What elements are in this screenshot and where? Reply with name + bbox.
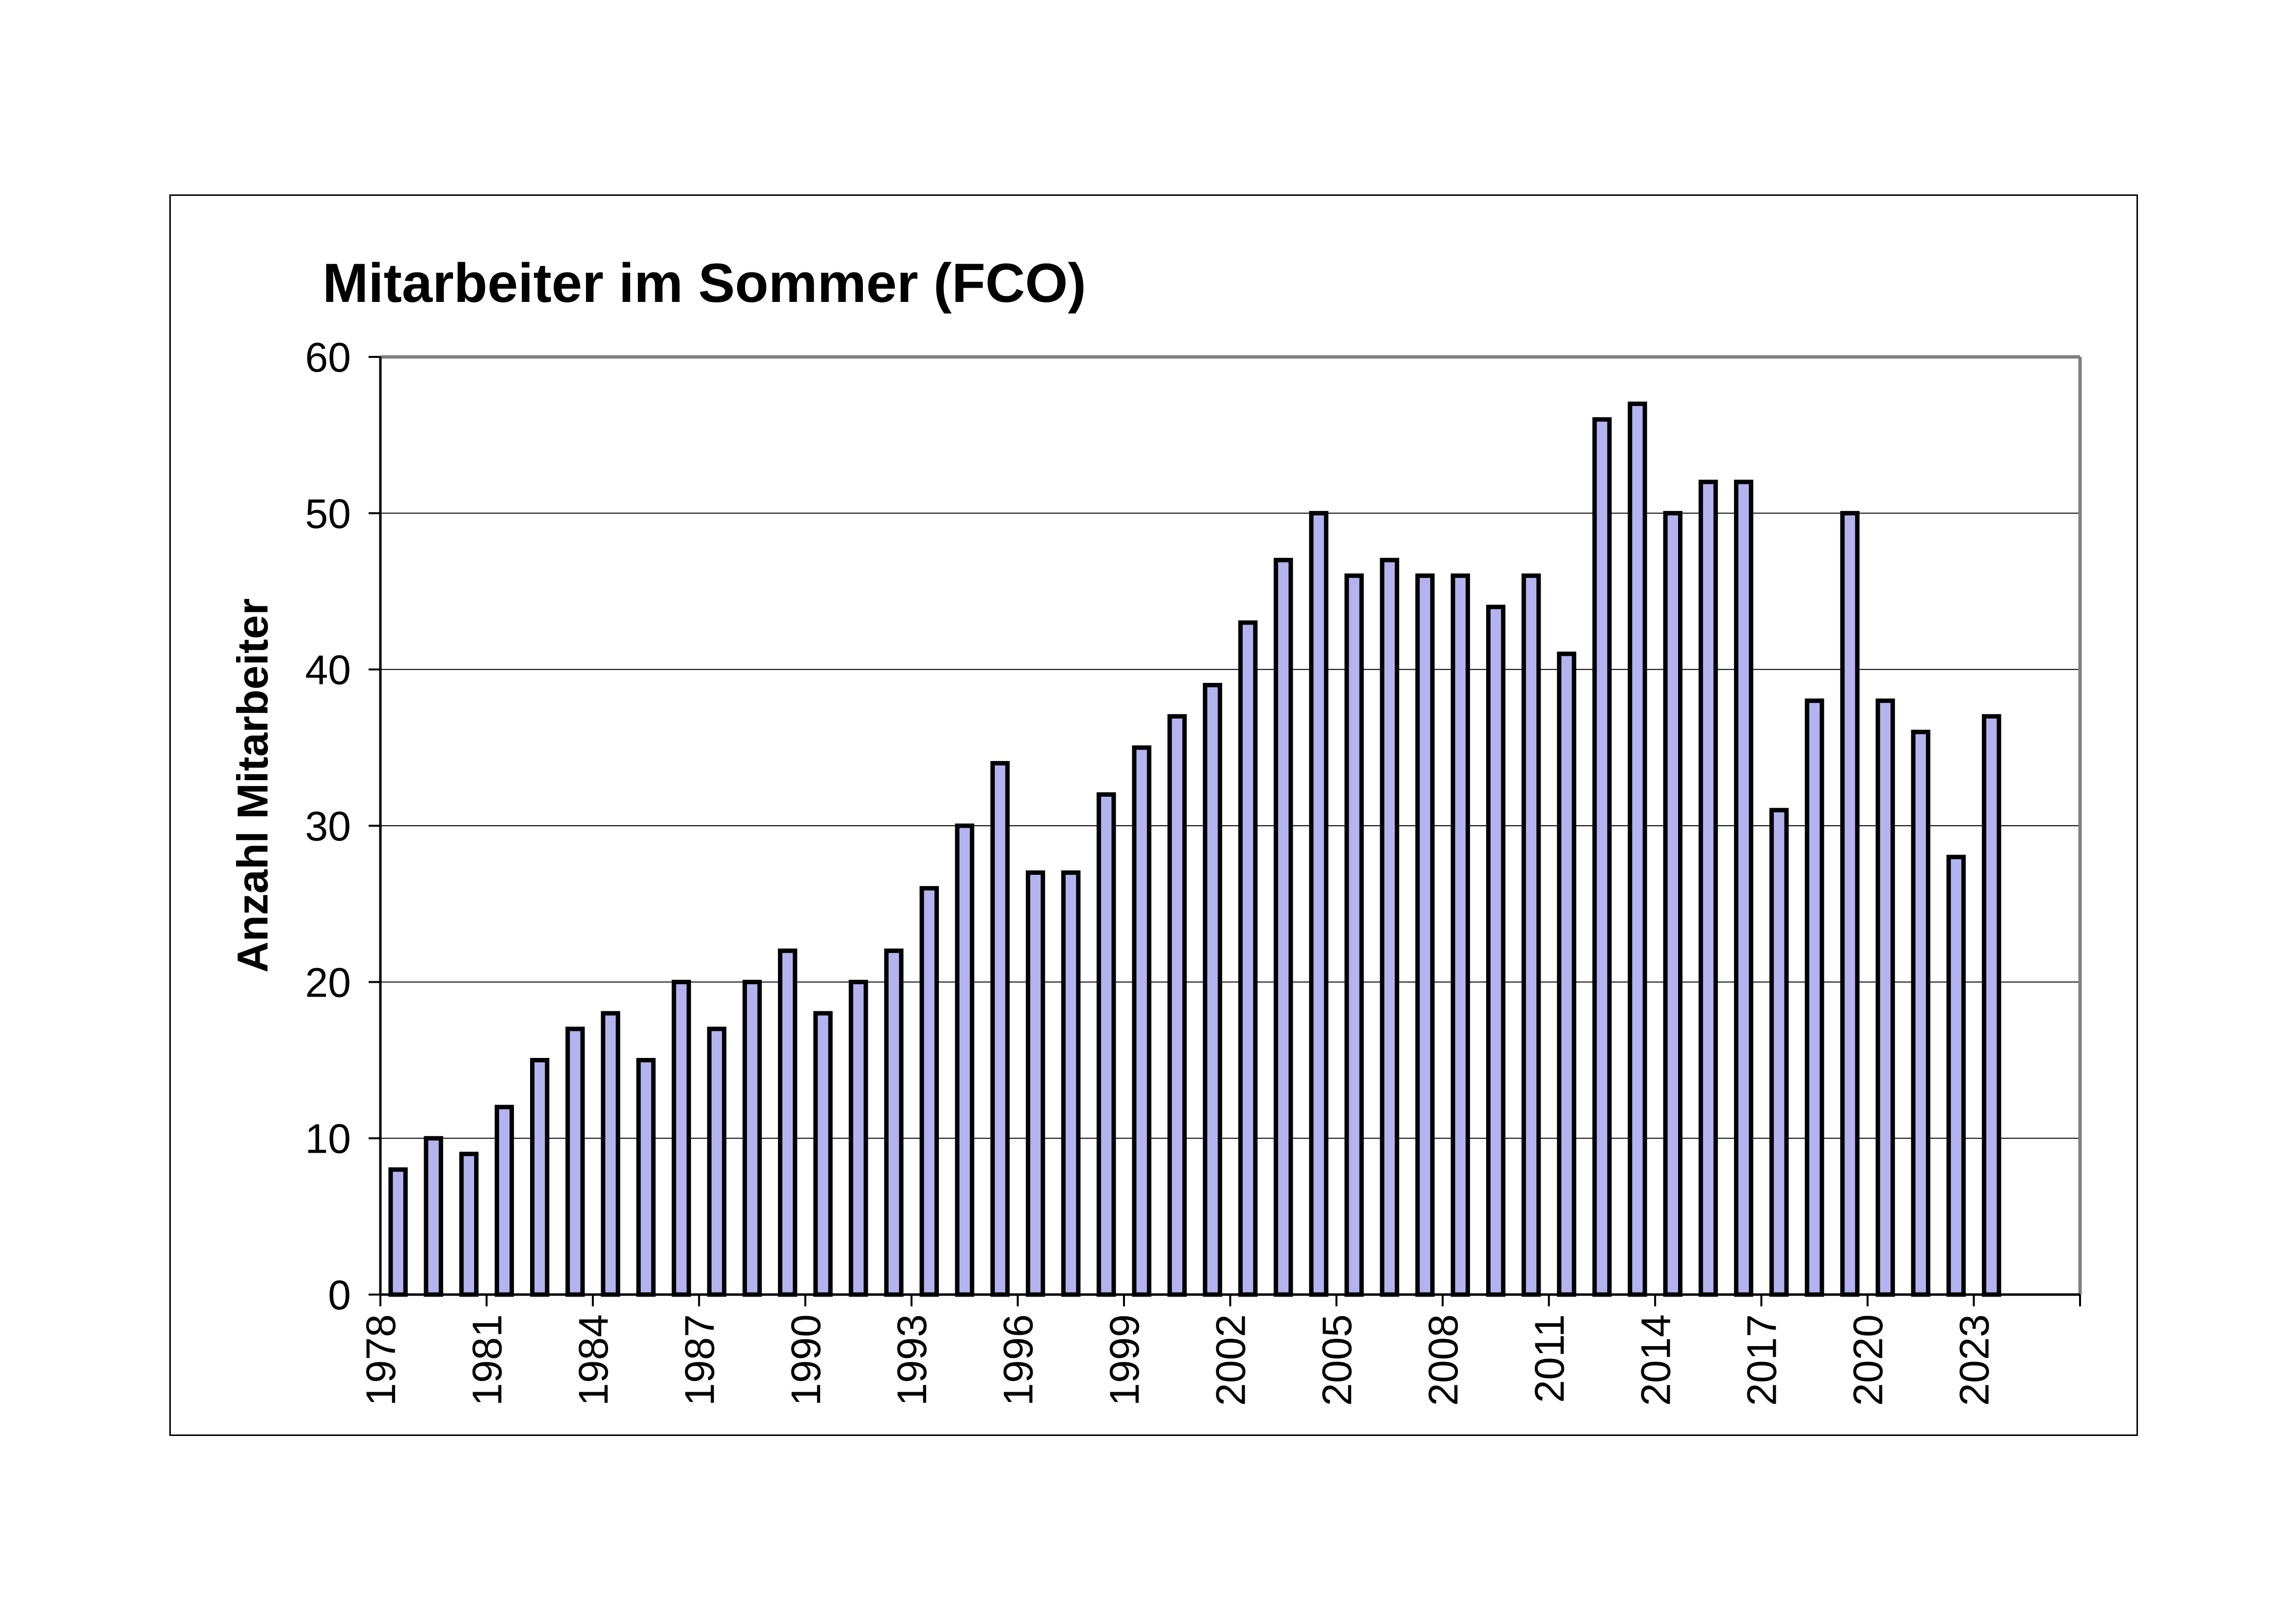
x-tick-label: 1999 <box>1101 1314 1148 1406</box>
axes <box>369 355 2082 1306</box>
x-tick-label: 1990 <box>783 1314 829 1406</box>
bar-2002 <box>1238 620 1258 1297</box>
x-tick-label: 1987 <box>676 1314 722 1406</box>
bar-2004 <box>1309 511 1329 1297</box>
bars <box>388 402 2002 1297</box>
y-tick-label: 30 <box>305 803 351 849</box>
bar-1978 <box>388 1167 408 1297</box>
bar-1980 <box>459 1152 479 1297</box>
y-tick-label: 60 <box>305 334 351 380</box>
bar-2006 <box>1380 558 1399 1297</box>
bar-1988 <box>742 979 762 1297</box>
bar-2003 <box>1274 558 1293 1297</box>
x-tick-labels: 1978 1981 1984 1987 1990 1993 1996 1999 2002 2005… <box>358 1314 1998 1406</box>
x-tick-label: 1981 <box>464 1314 510 1406</box>
x-tick-label: 2011 <box>1526 1314 1573 1403</box>
bar-1981 <box>494 1105 514 1297</box>
bar-2013 <box>1628 402 1647 1297</box>
gridlines <box>380 513 2080 1139</box>
bar-2007 <box>1415 573 1435 1297</box>
bar-2023 <box>1981 714 2002 1297</box>
y-tick-label: 50 <box>305 490 351 537</box>
bar-2017 <box>1769 808 1789 1297</box>
bar-2016 <box>1734 480 1754 1297</box>
x-tick-label: 2005 <box>1314 1314 1360 1406</box>
y-tick-label: 0 <box>328 1272 351 1318</box>
y-tick-label: 40 <box>305 647 351 693</box>
x-tick-label: 1978 <box>358 1314 404 1406</box>
bar-1984 <box>601 1011 620 1297</box>
bar-1993 <box>919 886 939 1297</box>
y-axis-label: Anzahl Mitarbeiter <box>228 598 277 973</box>
y-tick-labels: 0 10 20 30 40 50 60 <box>305 334 351 1318</box>
x-tick-label: 2017 <box>1739 1314 1785 1406</box>
x-tick-label: 1993 <box>889 1314 935 1406</box>
bar-1985 <box>636 1058 656 1297</box>
bar-2009 <box>1486 604 1506 1297</box>
bar-2012 <box>1592 417 1612 1297</box>
bar-2020 <box>1875 698 1895 1297</box>
bar-1987 <box>707 1027 727 1297</box>
y-tick-label: 20 <box>305 959 351 1005</box>
bar-1994 <box>955 823 975 1297</box>
chart-title: Mitarbeiter im Sommer (FCO) <box>322 252 1086 314</box>
bar-2019 <box>1840 511 1860 1297</box>
x-tick-label: 1984 <box>570 1314 616 1406</box>
bar-1998 <box>1096 792 1116 1297</box>
x-tick-label: 2002 <box>1208 1314 1254 1406</box>
bar-1997 <box>1061 870 1081 1297</box>
bar-1982 <box>530 1058 550 1297</box>
y-tick-label: 10 <box>305 1116 351 1162</box>
bar-1979 <box>424 1136 443 1297</box>
bar-1990 <box>813 1011 833 1297</box>
bar-2021 <box>1911 730 1930 1297</box>
bar-1999 <box>1132 745 1151 1297</box>
x-tick-label: 2023 <box>1951 1314 1998 1406</box>
x-tick-label: 2020 <box>1845 1314 1891 1406</box>
bar-2018 <box>1805 698 1824 1297</box>
x-tick-label: 2008 <box>1420 1314 1466 1406</box>
bar-2008 <box>1450 573 1470 1297</box>
bar-1986 <box>671 979 691 1297</box>
bar-2011 <box>1557 651 1576 1297</box>
bar-1983 <box>565 1027 585 1297</box>
bar-2015 <box>1698 480 1718 1297</box>
bar-2001 <box>1202 683 1223 1297</box>
bar-2010 <box>1522 573 1541 1297</box>
bar-2014 <box>1663 511 1682 1297</box>
bar-2005 <box>1344 573 1364 1297</box>
bar-1989 <box>778 948 798 1297</box>
bar-1995 <box>990 761 1010 1297</box>
x-tick-label: 2014 <box>1632 1314 1679 1406</box>
x-tick-label: 1996 <box>995 1314 1041 1406</box>
bar-2000 <box>1167 714 1187 1297</box>
bar-2022 <box>1946 855 1966 1297</box>
bar-1992 <box>884 948 904 1297</box>
bar-1991 <box>849 979 868 1297</box>
bar-1996 <box>1026 870 1045 1297</box>
